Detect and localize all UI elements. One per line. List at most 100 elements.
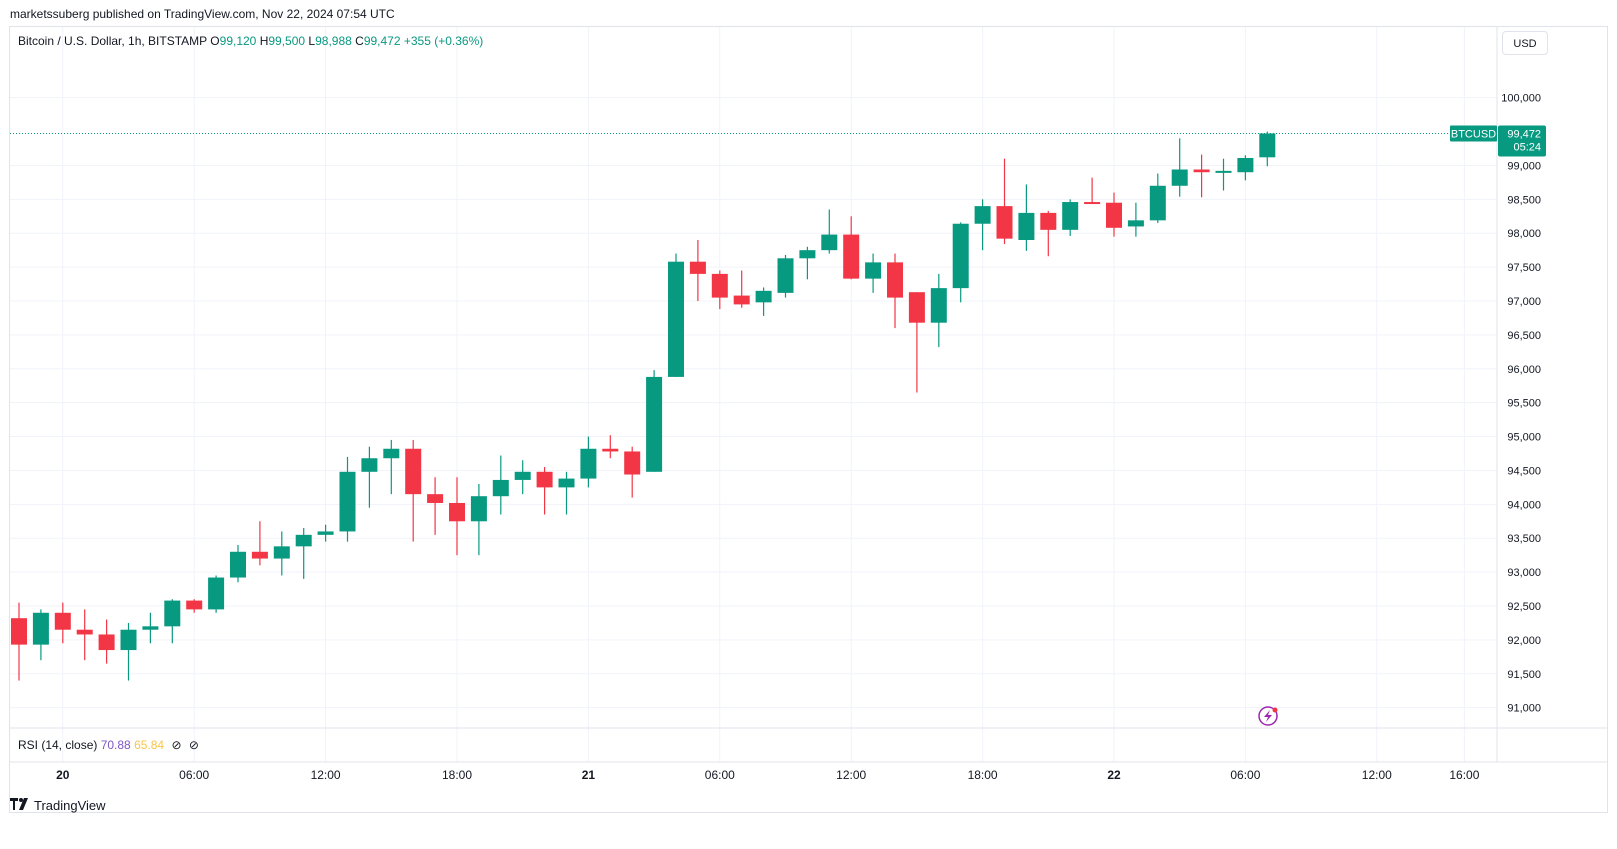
x-tick-label: 12:00 <box>311 768 341 782</box>
candle-body <box>142 626 159 630</box>
candle-body <box>821 234 838 251</box>
candle-body <box>54 612 71 630</box>
currency-button[interactable]: USD <box>1502 31 1548 55</box>
candle-body <box>98 634 115 651</box>
candle-body <box>186 600 203 610</box>
candle-body <box>930 288 947 323</box>
rsi-legend: RSI (14, close) 70.88 65.84 ⊘ ⊘ <box>18 738 199 752</box>
candle-body <box>273 546 290 559</box>
y-tick-label: 95,000 <box>1507 432 1541 444</box>
candle-body <box>32 612 49 645</box>
candle-body <box>843 234 860 279</box>
candle-body <box>974 206 991 224</box>
candle-body <box>755 290 772 303</box>
high-label: H <box>259 34 269 48</box>
x-tick-label: 12:00 <box>836 768 866 782</box>
open-value: 99,120 <box>219 34 257 48</box>
x-tick-label: 21 <box>582 768 596 782</box>
candle-body <box>361 458 378 472</box>
x-tick-label: 18:00 <box>442 768 472 782</box>
x-tick-label: 16:00 <box>1449 768 1479 782</box>
candle-body <box>1106 202 1122 228</box>
y-tick-label: 93,000 <box>1507 567 1541 579</box>
x-tick-label: 18:00 <box>968 768 998 782</box>
y-tick-label: 96,000 <box>1507 364 1541 376</box>
footer-logo[interactable]: TradingView <box>10 798 106 813</box>
candle-body <box>164 600 181 627</box>
candle-body <box>887 262 903 298</box>
candle-body <box>558 478 575 488</box>
candle-body <box>646 376 663 472</box>
low-label: L <box>308 34 316 48</box>
x-tick-label: 06:00 <box>179 768 209 782</box>
candle-body <box>492 479 509 497</box>
x-tick-label: 20 <box>56 768 70 782</box>
y-tick-label: 100,000 <box>1501 93 1541 105</box>
candle-body <box>514 471 531 480</box>
candle-body <box>624 451 641 475</box>
candle-body <box>1215 170 1232 173</box>
candle-body <box>1149 185 1166 221</box>
candle-body <box>602 448 619 452</box>
candle-body <box>470 496 487 522</box>
candle-body <box>865 262 882 279</box>
candle-body <box>76 629 93 635</box>
candle-body <box>251 551 268 559</box>
candle-body <box>383 448 400 459</box>
y-tick-label: 98,000 <box>1507 228 1541 240</box>
candle-body <box>711 273 728 298</box>
x-tick-label: 06:00 <box>705 768 735 782</box>
y-tick-label: 97,000 <box>1507 296 1541 308</box>
low-value: 98,988 <box>315 34 352 48</box>
candle-body <box>1040 212 1057 230</box>
open-label: O <box>210 34 220 48</box>
candle-body <box>120 629 137 651</box>
price-tag-countdown: 05:24 <box>1513 141 1541 153</box>
y-tick-label: 94,500 <box>1507 465 1541 477</box>
x-tick-label: 22 <box>1107 768 1121 782</box>
candle-body <box>427 494 444 503</box>
candle-body <box>1193 169 1210 173</box>
y-tick-label: 91,500 <box>1507 669 1541 681</box>
eye-off-icon[interactable]: ⊘ <box>171 738 182 752</box>
candle-body <box>405 448 422 495</box>
candle-body <box>1127 220 1144 227</box>
symbol-legend: Bitcoin / U.S. Dollar, 1h, BITSTAMP O99,… <box>18 34 483 48</box>
candle-body <box>1237 157 1254 173</box>
candle-body <box>11 618 27 645</box>
y-tick-label: 93,500 <box>1507 533 1541 545</box>
high-value: 99,500 <box>268 34 306 48</box>
chart-frame <box>9 26 1608 813</box>
x-tick-label: 06:00 <box>1230 768 1260 782</box>
close-value: 99,472 <box>363 34 401 48</box>
y-tick-label: 99,000 <box>1507 160 1541 172</box>
candle-body <box>799 250 816 259</box>
rsi-label[interactable]: RSI (14, close) <box>18 738 98 752</box>
candle-body <box>339 471 356 532</box>
y-tick-label: 98,500 <box>1507 194 1541 206</box>
candle-body <box>996 206 1013 239</box>
lightning-icon[interactable] <box>1258 706 1278 726</box>
y-tick-label: 92,000 <box>1507 635 1541 647</box>
price-tag-value: 99,472 <box>1507 128 1541 140</box>
y-tick-label: 96,500 <box>1507 330 1541 342</box>
symbol-tag <box>1450 125 1497 142</box>
candle-body <box>1171 169 1188 186</box>
candle-body <box>295 534 312 547</box>
candle-body <box>908 292 925 323</box>
x-tick-label: 12:00 <box>1362 768 1392 782</box>
change-value: +355 (+0.36%) <box>403 34 484 48</box>
candle-body <box>208 577 225 610</box>
candle-body <box>1062 202 1079 230</box>
y-tick-label: 91,000 <box>1507 703 1541 715</box>
eye-off-icon[interactable]: ⊘ <box>188 738 199 752</box>
symbol-name[interactable]: Bitcoin / U.S. Dollar, 1h, BITSTAMP <box>18 34 207 48</box>
candle-body <box>1018 212 1035 240</box>
price-tag <box>1498 125 1546 157</box>
y-tick-label: 92,500 <box>1507 601 1541 613</box>
candle-body <box>1259 133 1276 158</box>
candle-body <box>1084 202 1101 205</box>
y-tick-label: 97,500 <box>1507 262 1541 274</box>
y-tick-label: 95,500 <box>1507 398 1541 410</box>
